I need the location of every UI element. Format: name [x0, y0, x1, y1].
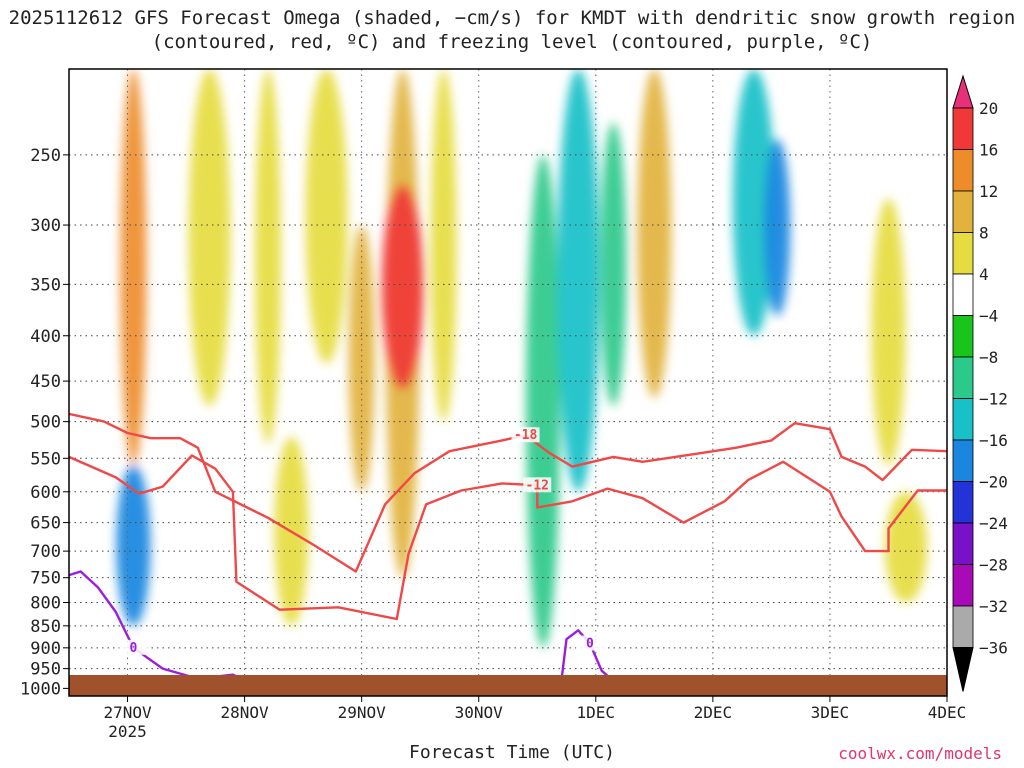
omega-region [871, 198, 906, 466]
contour-layer: -12 -18 0 0 [69, 412, 947, 692]
colorbar-bin [952, 149, 974, 192]
y-tick-label: 850 [30, 617, 61, 637]
colorbar-bin [952, 356, 974, 399]
y-tick-label: 950 [30, 660, 61, 680]
omega-region [732, 69, 775, 336]
colorbar-tick-label: −36 [979, 639, 1008, 658]
colorbar-tick-label: −8 [979, 348, 998, 367]
colorbar-arrow-top [952, 74, 974, 109]
colorbar-bin [952, 605, 974, 648]
colorbar-bin [952, 273, 974, 316]
omega-region [188, 69, 231, 406]
y-tick-label: 250 [30, 146, 61, 166]
omega-region [637, 69, 672, 398]
contour-label-bg [523, 477, 552, 493]
terrain-surface [69, 675, 947, 696]
colorbar-bin [952, 439, 974, 482]
omega-region [120, 69, 147, 466]
contour-label-bg [511, 427, 540, 443]
y-tick-label: 900 [30, 639, 61, 659]
contour-label: -18 [514, 428, 538, 443]
x-tick-label: 28NOV [221, 703, 270, 722]
chart-title: 2025112612 GFS Forecast Omega (shaded, −… [8, 7, 1016, 53]
colorbar-tick-label: 16 [979, 141, 998, 160]
y-tick-label: 650 [30, 514, 61, 534]
x-tick-label: 27NOV [103, 703, 152, 722]
colorbar-tick-label: −32 [979, 597, 1008, 616]
colorbar-tick-label: −24 [979, 514, 1008, 533]
contour-label: 0 [129, 641, 137, 656]
x-tick-label: 30NOV [455, 703, 504, 722]
colorbar-bin [952, 315, 974, 358]
y-tick-label: 1000 [20, 679, 61, 699]
x-tick-label: 1DEC [577, 703, 616, 722]
colorbar-tick-label: 4 [979, 265, 989, 284]
y-tick-label: 550 [30, 449, 61, 469]
y-tick-label: 500 [30, 413, 61, 433]
omega-region [430, 69, 457, 422]
colorbar-bin [952, 564, 974, 607]
plot-frame [68, 68, 948, 697]
y-tick-label: 350 [30, 275, 61, 295]
contour-label-bg [119, 639, 148, 655]
credit-link[interactable]: coolwx.com/models [838, 744, 1002, 763]
x-year-label: 2025 [108, 722, 147, 741]
omega-region [557, 69, 600, 492]
omega-region [764, 139, 791, 317]
omega-region [255, 69, 282, 445]
colorbar-bin [952, 398, 974, 441]
x-axis-label: Forecast Time (UTC) [409, 742, 615, 763]
omega-region [116, 465, 151, 626]
omega-region [885, 491, 928, 603]
colorbar-tick-label: −12 [979, 390, 1008, 409]
x-tick-label: 29NOV [338, 703, 387, 722]
grid-lines [69, 69, 947, 696]
time-axis: 27NOV 28NOV 29NOV 30NOV 1DEC 2DEC 3DEC 4DEC 2025 [103, 696, 966, 741]
colorbar-bin [952, 190, 974, 233]
colorbar-tick-label: 8 [979, 224, 989, 243]
omega-region [526, 154, 561, 648]
colorbar-tick-label: 12 [979, 182, 998, 201]
omega-region [381, 184, 424, 390]
colorbar-bin [952, 522, 974, 565]
colorbar-tick-label: −20 [979, 473, 1008, 492]
colorbar-bin [952, 481, 974, 524]
contour-label: 0 [586, 637, 594, 652]
omega-region [305, 69, 348, 364]
colorbar-bin [952, 232, 974, 275]
x-tick-label: 2DEC [694, 703, 733, 722]
colorbar-tick-label: −28 [979, 556, 1008, 575]
colorbar-tick-label: −16 [979, 431, 1008, 450]
y-tick-label: 400 [30, 327, 61, 347]
colorbar-arrow-bottom [952, 647, 974, 692]
y-tick-label: 700 [30, 542, 61, 562]
pressure-axis: 2503003504004505005506006507007508008509… [20, 146, 69, 699]
colorbar: 20 16 12 8 4 −4 −8 −12 −16 −20 −24 −28 −32 −36 [952, 74, 1008, 692]
omega-region [600, 122, 627, 406]
y-tick-label: 300 [30, 216, 61, 236]
colorbar-tick-label: −4 [979, 307, 998, 326]
x-tick-label: 4DEC [928, 703, 967, 722]
y-tick-label: 800 [30, 594, 61, 614]
colorbar-tick-label: 20 [979, 99, 998, 118]
omega-region [348, 225, 375, 492]
x-tick-label: 3DEC [811, 703, 850, 722]
y-tick-label: 450 [30, 372, 61, 392]
omega-shading [116, 69, 928, 648]
contour-label-bg [575, 635, 604, 651]
y-tick-label: 750 [30, 569, 61, 589]
contour-label: -12 [526, 478, 549, 493]
y-tick-label: 600 [30, 483, 61, 503]
colorbar-bin [952, 107, 974, 150]
